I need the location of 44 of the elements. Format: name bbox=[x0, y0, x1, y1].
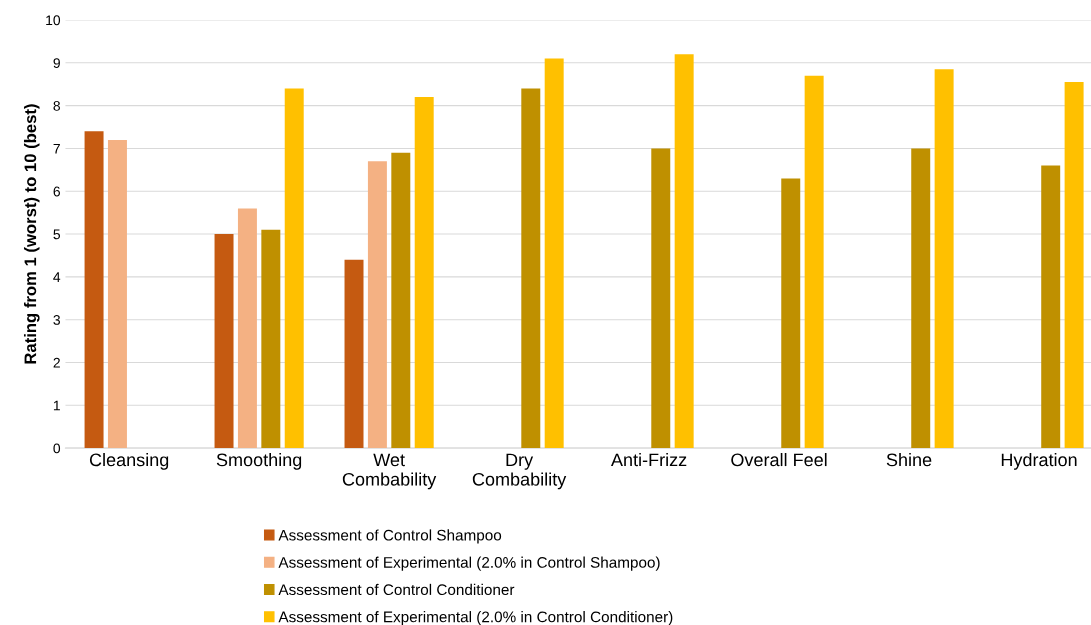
x-tick-label: Dry Combability bbox=[472, 453, 567, 490]
bar bbox=[391, 152, 411, 449]
x-tick-label: Wet Combability bbox=[342, 453, 437, 490]
x-tick-label: Overall Feel bbox=[731, 452, 827, 467]
y-tick-label: 4 bbox=[53, 272, 61, 282]
bar bbox=[781, 178, 801, 449]
bar bbox=[367, 161, 387, 449]
bar bbox=[804, 75, 824, 449]
bar bbox=[911, 148, 931, 449]
y-tick-label: 1 bbox=[53, 400, 60, 411]
bar bbox=[107, 139, 127, 449]
bar bbox=[214, 234, 234, 449]
y-axis-title: Rating from 1 (worst) to 10 (best) bbox=[23, 104, 40, 364]
bar bbox=[521, 88, 541, 449]
legend-label: Assessment of Control Conditioner bbox=[278, 583, 515, 596]
x-tick-label: Shine bbox=[886, 452, 932, 467]
y-tick-label: 8 bbox=[53, 100, 60, 111]
y-tick-label: 6 bbox=[53, 186, 60, 197]
bar bbox=[674, 54, 694, 449]
y-tick-label: 9 bbox=[53, 58, 60, 68]
bar bbox=[1041, 165, 1061, 449]
bar bbox=[544, 58, 564, 449]
y-tick-label: 10 bbox=[46, 15, 61, 26]
bar bbox=[261, 229, 281, 449]
bar bbox=[84, 131, 104, 449]
bar bbox=[284, 88, 304, 449]
bar bbox=[934, 69, 954, 449]
y-tick-label: 3 bbox=[53, 315, 60, 325]
y-tick-label: 0 bbox=[53, 443, 61, 454]
legend-label: Assessment of Control Shampoo bbox=[278, 529, 502, 544]
y-tick-label: 5 bbox=[53, 229, 61, 240]
y-tick-label: 7 bbox=[53, 143, 60, 154]
bar bbox=[651, 148, 671, 449]
legend-label: Assessment of Experimental (2.0% in Control Shampoo) bbox=[278, 556, 660, 571]
bar bbox=[414, 97, 434, 449]
x-tick-label: Anti-Frizz bbox=[610, 452, 687, 467]
bar bbox=[344, 259, 364, 449]
legend-label: Assessment of Experimental (2.0% in Control Conditioner) bbox=[278, 611, 673, 625]
x-tick-label: Smoothing bbox=[216, 452, 302, 470]
bar bbox=[237, 208, 257, 449]
x-tick-label: Cleansing bbox=[89, 452, 169, 470]
bar bbox=[1064, 82, 1084, 449]
x-tick-label: Hydration bbox=[1001, 452, 1077, 470]
y-tick-label: 2 bbox=[53, 357, 60, 368]
